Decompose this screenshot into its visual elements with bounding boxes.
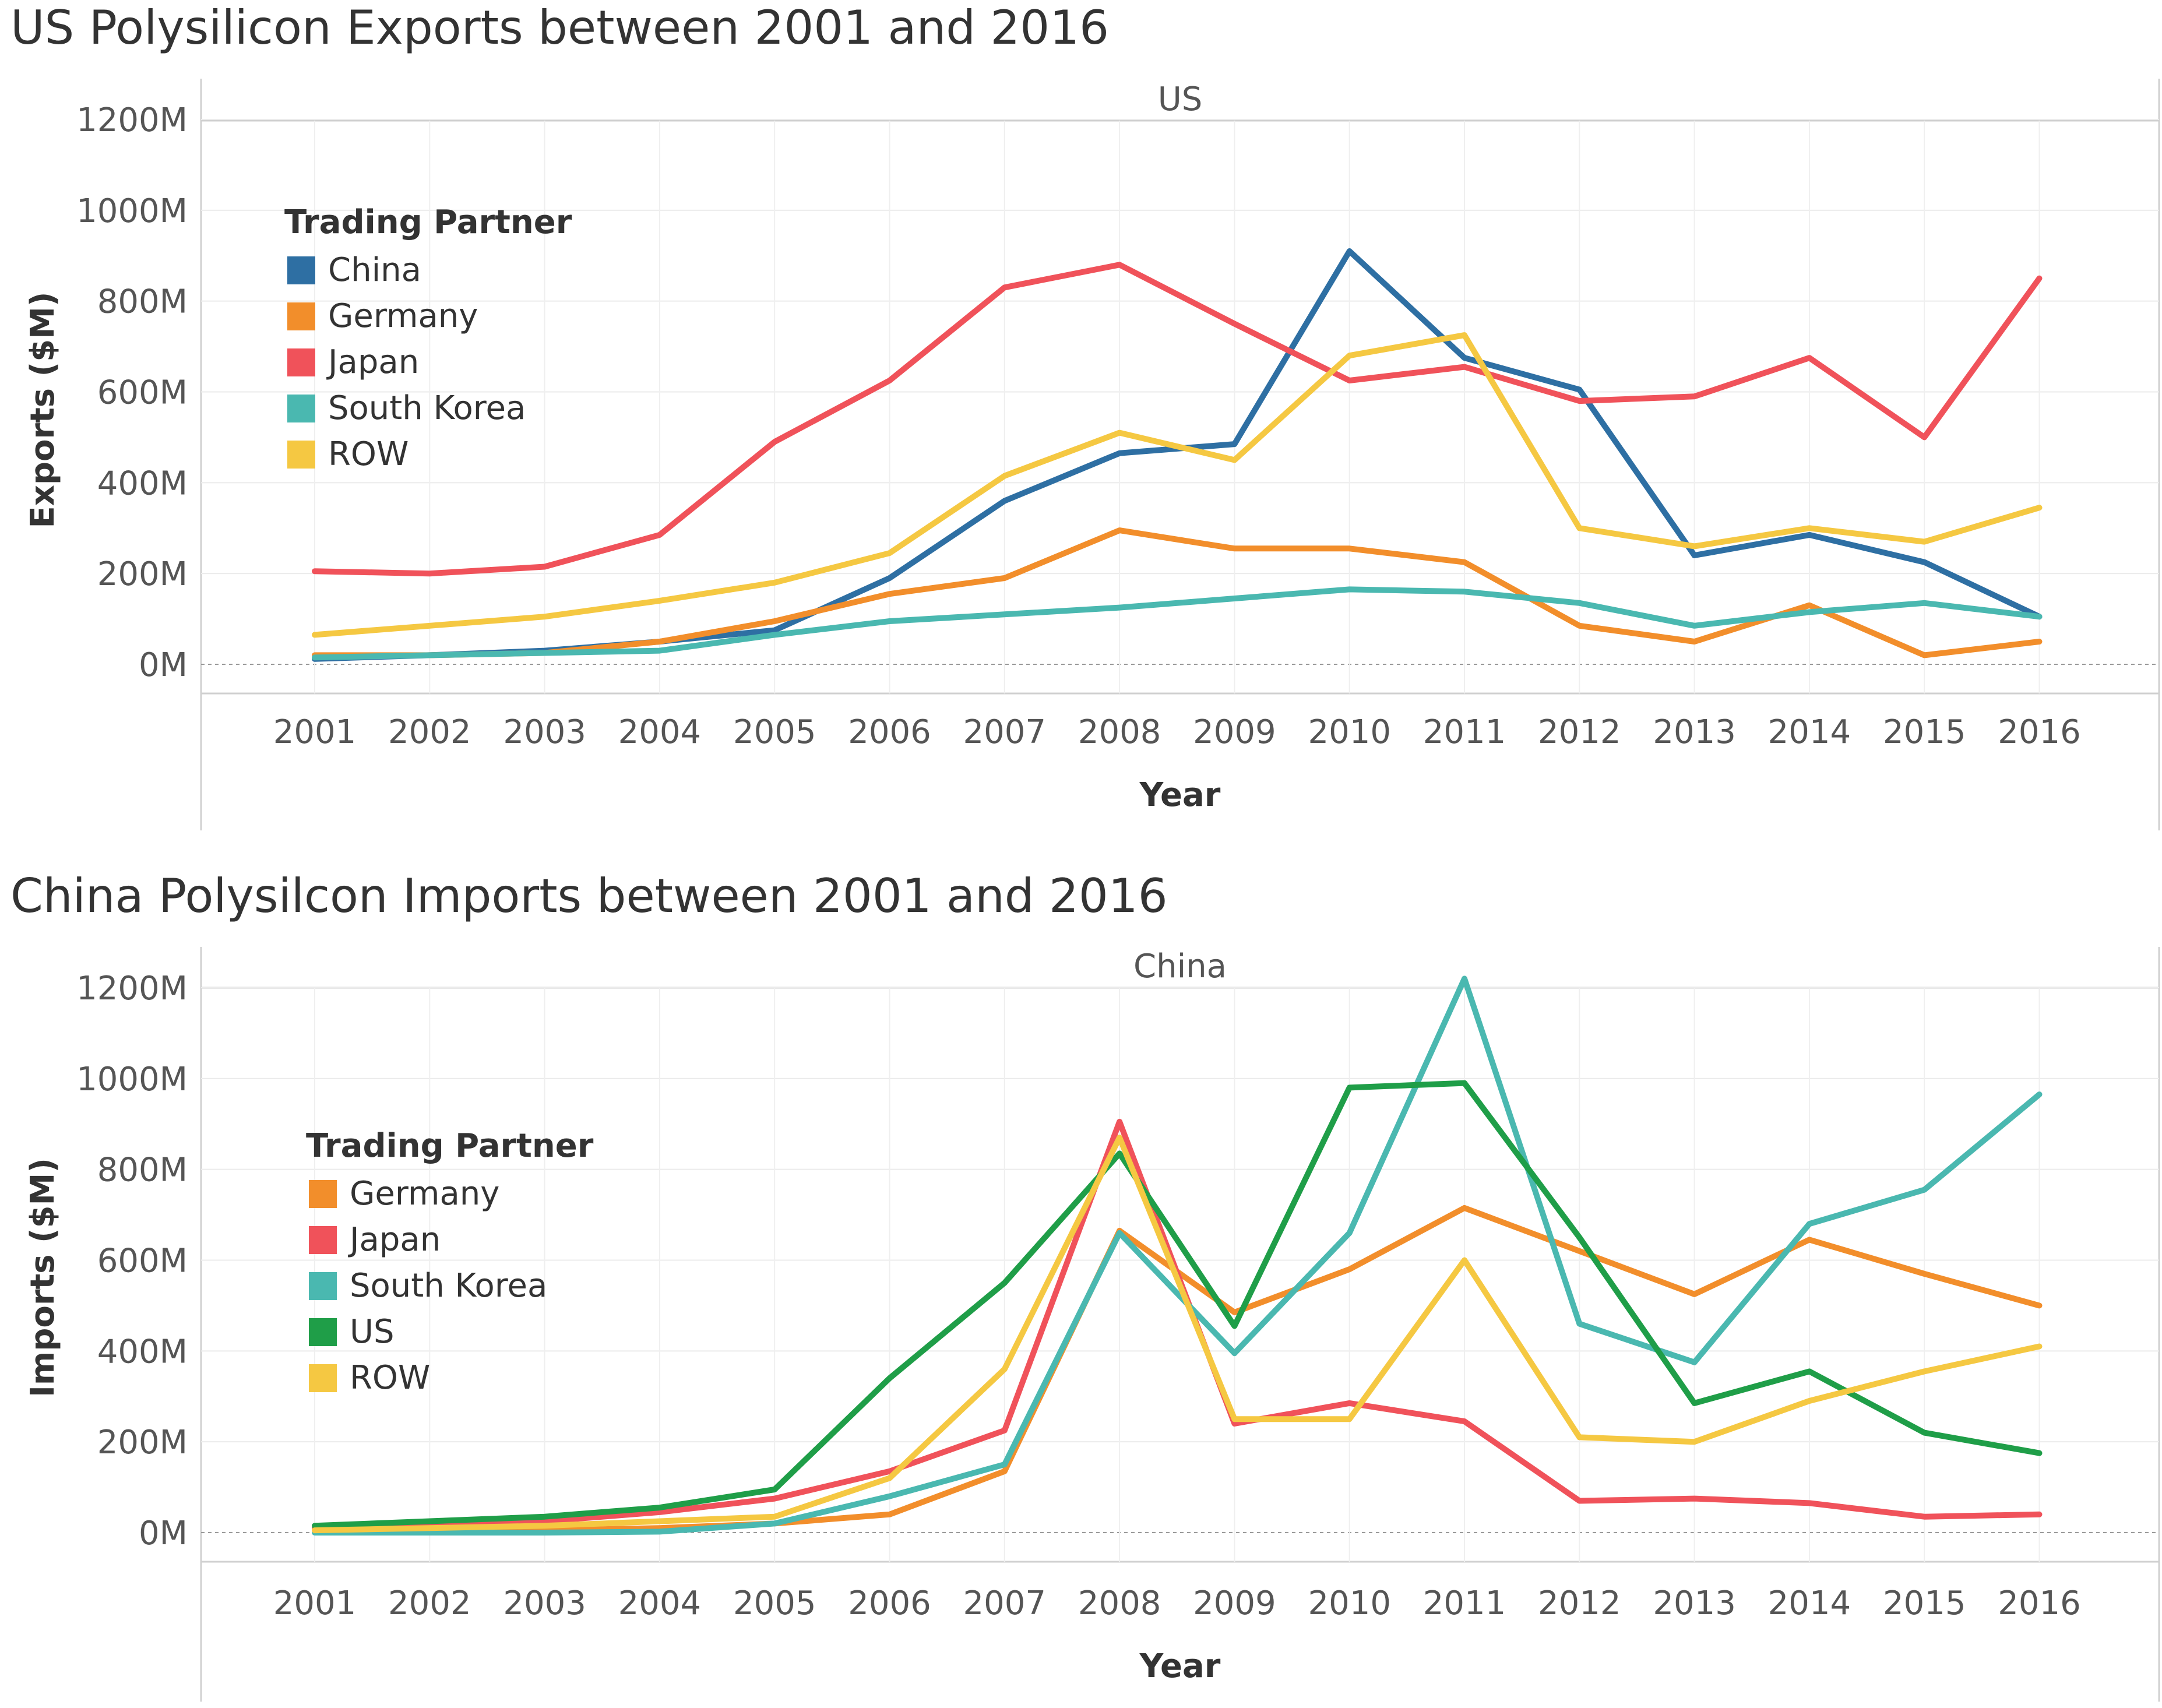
series-line-china[interactable] <box>312 248 2043 662</box>
y-tick-label: 800M <box>97 1151 188 1189</box>
series-line-germany[interactable] <box>312 527 2043 658</box>
x-tick-label: 2002 <box>388 713 471 751</box>
series-line-row[interactable] <box>312 332 2043 638</box>
chart-title: China Polysilcon Imports between 2001 an… <box>10 869 1168 923</box>
legend-swatch-south-korea[interactable] <box>287 395 315 422</box>
y-tick-label: 1000M <box>76 192 188 230</box>
legend-label-row: ROW <box>350 1359 430 1397</box>
legend-label-south-korea: South Korea <box>328 389 526 427</box>
y-tick-label: 0M <box>139 1515 188 1552</box>
x-tick-label: 2003 <box>503 713 586 751</box>
legend-swatch-row[interactable] <box>287 441 315 469</box>
y-tick-label: 600M <box>97 1242 188 1280</box>
x-tick-label: 2007 <box>963 713 1047 751</box>
x-axis-title: Year <box>1139 1647 1221 1685</box>
x-tick-label: 2006 <box>848 1584 931 1622</box>
x-tick-label: 2006 <box>848 713 931 751</box>
x-tick-label: 2009 <box>1193 1584 1276 1622</box>
x-tick-label: 2003 <box>503 1584 586 1622</box>
series-line-south-korea[interactable] <box>312 586 2043 661</box>
x-tick-label: 2016 <box>1998 713 2081 751</box>
legend: Trading Partner Germany Japan South Korea US… <box>306 1127 594 1397</box>
x-tick-label: 2014 <box>1768 1584 1851 1622</box>
y-tick-label: 1000M <box>76 1061 188 1098</box>
x-tick-label: 2001 <box>273 713 357 751</box>
x-tick-label: 2012 <box>1538 1584 1621 1622</box>
x-tick-label: 2005 <box>733 1584 816 1622</box>
series-line-japan[interactable] <box>312 262 2043 577</box>
x-tick-label: 2012 <box>1538 713 1621 751</box>
legend-label-us: US <box>350 1313 395 1351</box>
legend-swatch-germany[interactable] <box>309 1180 337 1208</box>
x-tick-label: 2008 <box>1078 1584 1161 1622</box>
y-tick-label: 200M <box>97 555 188 593</box>
x-tick-label: 2013 <box>1653 713 1736 751</box>
chart-title: US Polysilicon Exports between 2001 and … <box>10 1 1109 55</box>
legend-label-japan: Japan <box>326 343 419 381</box>
legend-swatch-japan[interactable] <box>309 1226 337 1254</box>
y-tick-label: 400M <box>97 1333 188 1371</box>
chart-panel-2: China Polysilcon Imports between 2001 an… <box>10 869 2160 1702</box>
x-tick-label: 2001 <box>273 1584 357 1622</box>
y-tick-label: 400M <box>97 464 188 502</box>
legend-swatch-china[interactable] <box>287 256 315 284</box>
y-tick-label: 1200M <box>76 101 188 139</box>
legend-swatch-south-korea[interactable] <box>309 1272 337 1300</box>
panel-header-label: US <box>1158 80 1203 118</box>
legend-swatch-germany[interactable] <box>287 302 315 330</box>
x-axis-title: Year <box>1139 776 1221 814</box>
series-line-japan[interactable] <box>312 1118 2043 1531</box>
legend-title: Trading Partner <box>284 203 572 241</box>
y-tick-label: 1200M <box>76 970 188 1008</box>
x-tick-label: 2004 <box>618 713 702 751</box>
y-tick-label: 800M <box>97 283 188 321</box>
legend-label-germany: Germany <box>328 297 478 335</box>
series-line-south-korea[interactable] <box>312 976 2043 1536</box>
legend-label-japan: Japan <box>348 1221 441 1259</box>
x-tick-label: 2010 <box>1308 1584 1391 1622</box>
panel-header-label: China <box>1133 948 1227 985</box>
legend-swatch-us[interactable] <box>309 1318 337 1346</box>
x-tick-label: 2005 <box>733 713 816 751</box>
legend-swatch-japan[interactable] <box>287 348 315 376</box>
y-tick-label: 200M <box>97 1424 188 1462</box>
x-tick-label: 2007 <box>963 1584 1047 1622</box>
x-tick-label: 2013 <box>1653 1584 1736 1622</box>
x-tick-label: 2011 <box>1423 1584 1506 1622</box>
legend-title: Trading Partner <box>306 1127 594 1165</box>
y-axis-title: Imports ($M) <box>24 1158 62 1397</box>
x-tick-label: 2010 <box>1308 713 1391 751</box>
legend-label-south-korea: South Korea <box>350 1267 547 1305</box>
series-line-us[interactable] <box>312 1080 2043 1529</box>
x-tick-label: 2015 <box>1883 1584 1966 1622</box>
legend: Trading Partner China Germany Japan South Ko… <box>284 203 572 473</box>
x-tick-label: 2011 <box>1423 713 1506 751</box>
legend-label-germany: Germany <box>350 1175 499 1213</box>
legend-label-row: ROW <box>328 435 409 473</box>
legend-swatch-row[interactable] <box>309 1364 337 1392</box>
x-tick-label: 2009 <box>1193 713 1276 751</box>
x-tick-label: 2004 <box>618 1584 702 1622</box>
chart-panel-1: US Polysilicon Exports between 2001 and … <box>10 1 2160 830</box>
y-axis-title: Exports ($M) <box>24 291 62 528</box>
x-tick-label: 2015 <box>1883 713 1966 751</box>
x-tick-label: 2008 <box>1078 713 1161 751</box>
y-tick-label: 0M <box>139 646 188 684</box>
series-line-row[interactable] <box>312 1135 2043 1534</box>
legend-label-china: China <box>328 251 421 289</box>
x-tick-label: 2002 <box>388 1584 471 1622</box>
y-tick-label: 600M <box>97 374 188 412</box>
x-tick-label: 2014 <box>1768 713 1851 751</box>
x-tick-label: 2016 <box>1998 1584 2081 1622</box>
